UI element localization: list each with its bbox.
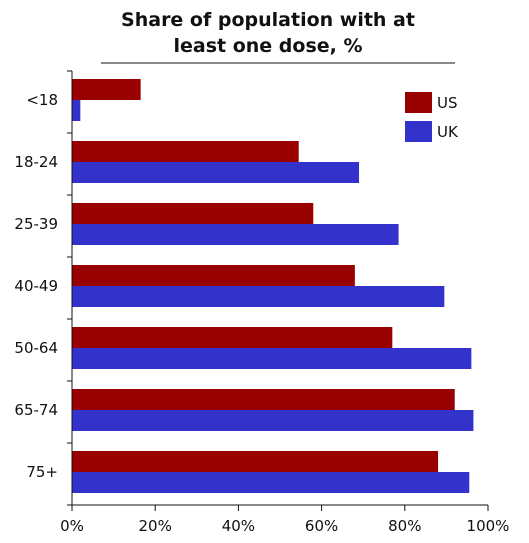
y-tick-label: 25-39 <box>14 215 58 233</box>
chart-title-line-2: least one dose, % <box>173 35 362 57</box>
chart-title-line-1: Share of population with at <box>121 9 415 31</box>
legend-swatch-uk <box>405 121 432 142</box>
x-tick-label: 40% <box>222 517 255 535</box>
bar-uk-4 <box>72 348 472 369</box>
y-axis: <18 18-24 25-39 40-49 50-64 65-74 75+ <box>14 70 73 506</box>
bar-us-3 <box>72 265 355 286</box>
x-axis: 0% 20% 40% 60% 80% 100% <box>60 504 510 535</box>
legend-label-uk: UK <box>437 123 459 141</box>
bar-us-0 <box>72 79 141 100</box>
chart-title: Share of population with at least one do… <box>121 9 415 57</box>
bar-us-4 <box>72 327 393 348</box>
legend-swatch-us <box>405 92 432 113</box>
x-tick-label: 20% <box>139 517 172 535</box>
bar-uk-1 <box>72 162 360 183</box>
bar-uk-3 <box>72 286 445 307</box>
legend: US UK <box>405 92 459 142</box>
bars <box>72 79 474 493</box>
x-tick-label: 0% <box>60 517 84 535</box>
bar-uk-6 <box>72 472 470 493</box>
bar-uk-2 <box>72 224 399 245</box>
bar-us-6 <box>72 451 439 472</box>
x-tick-label: 60% <box>305 517 338 535</box>
y-tick-label: 65-74 <box>14 401 58 419</box>
y-tick-label: <18 <box>26 91 58 109</box>
bar-uk-0 <box>72 100 81 121</box>
x-tick-label: 80% <box>388 517 421 535</box>
bar-uk-5 <box>72 410 474 431</box>
bar-us-1 <box>72 141 299 162</box>
bar-us-5 <box>72 389 455 410</box>
y-tick-label: 40-49 <box>14 277 58 295</box>
y-tick-label: 75+ <box>26 463 58 481</box>
bar-us-2 <box>72 203 314 224</box>
legend-label-us: US <box>437 94 458 112</box>
x-tick-label: 100% <box>467 517 510 535</box>
y-tick-label: 50-64 <box>14 339 58 357</box>
y-tick-label: 18-24 <box>14 153 58 171</box>
